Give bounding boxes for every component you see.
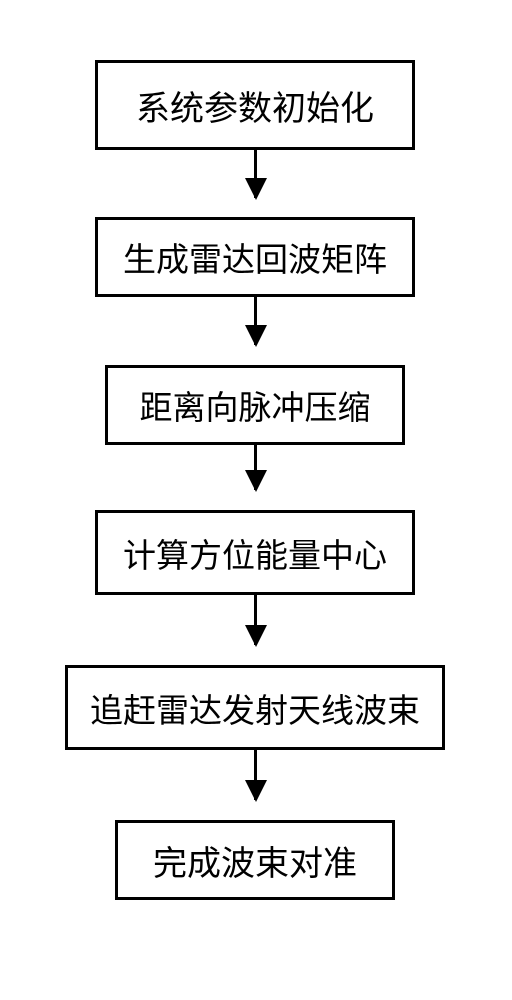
node-label: 完成波束对准 <box>153 836 357 885</box>
node-label: 系统参数初始化 <box>136 81 374 130</box>
flow-arrow <box>254 445 257 490</box>
flow-arrow <box>254 150 257 198</box>
flow-node: 计算方位能量中心 <box>95 510 415 595</box>
flow-arrow <box>254 595 257 645</box>
flow-node: 完成波束对准 <box>115 820 395 900</box>
node-label: 生成雷达回波矩阵 <box>123 233 387 281</box>
flow-node: 生成雷达回波矩阵 <box>95 217 415 297</box>
flow-arrow <box>254 750 257 800</box>
flowchart-container: 系统参数初始化 生成雷达回波矩阵 距离向脉冲压缩 计算方位能量中心 追赶雷达发射… <box>0 0 512 1000</box>
node-label: 追赶雷达发射天线波束 <box>90 684 420 732</box>
flow-arrow <box>254 297 257 345</box>
flow-node: 系统参数初始化 <box>95 60 415 150</box>
flow-node: 追赶雷达发射天线波束 <box>65 665 445 750</box>
node-label: 距离向脉冲压缩 <box>140 381 371 429</box>
node-label: 计算方位能量中心 <box>123 529 387 577</box>
flow-node: 距离向脉冲压缩 <box>105 365 405 445</box>
